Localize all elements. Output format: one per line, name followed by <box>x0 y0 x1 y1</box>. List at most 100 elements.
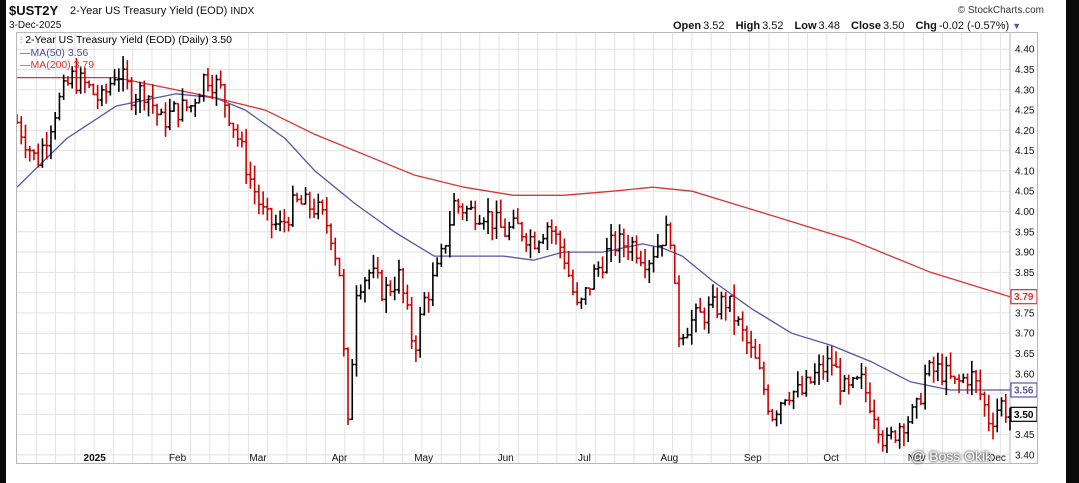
price-bar <box>299 195 304 205</box>
security-name: 2-Year US Treasury Yield (EOD) <box>70 5 228 17</box>
price-bar <box>821 355 826 380</box>
price-bar <box>566 250 571 278</box>
price-bar <box>935 352 940 382</box>
price-bar <box>761 361 766 395</box>
high-label: High <box>735 20 761 32</box>
price-bar <box>829 346 834 376</box>
price-bar <box>396 259 401 294</box>
price-bar <box>430 262 435 307</box>
price-bar <box>698 297 703 313</box>
price-bar <box>426 292 431 313</box>
price-bar <box>931 356 936 383</box>
price-bar <box>727 295 732 313</box>
price-bar <box>787 391 792 406</box>
price-bar <box>469 200 474 211</box>
price-bar <box>668 222 673 250</box>
price-bar <box>205 68 210 92</box>
price-bar <box>660 244 665 257</box>
price-bar <box>604 237 609 274</box>
price-bar <box>269 207 274 239</box>
price-bar <box>740 311 745 342</box>
chg-value: -0.02 (-0.57%) <box>938 20 1010 32</box>
price-bar <box>201 73 206 102</box>
price-bar <box>375 256 380 279</box>
price-bar <box>643 248 648 279</box>
price-bar <box>600 256 605 279</box>
price-bar <box>252 165 257 205</box>
price-bar <box>70 66 75 89</box>
y-tick-label: 3.60 <box>1015 369 1035 380</box>
price-bar <box>583 287 588 305</box>
price-bar <box>766 384 771 415</box>
price-bar <box>906 416 911 443</box>
price-bar <box>367 269 372 290</box>
price-bar <box>587 287 592 296</box>
price-bar <box>392 276 397 301</box>
symbol-label: $UST2Y <box>9 3 58 18</box>
price-bar <box>723 292 728 321</box>
price-bar <box>825 345 830 382</box>
price-bar <box>630 236 635 261</box>
price-bar <box>346 347 350 426</box>
price-bar <box>553 226 558 245</box>
price-bar <box>282 209 287 233</box>
price-bar <box>978 369 983 401</box>
price-bar <box>596 261 601 277</box>
price-bar <box>155 103 160 126</box>
price-bar <box>316 193 321 220</box>
legend-ma50-label: MA(50) 3.56 <box>30 46 89 59</box>
price-bar <box>507 221 512 241</box>
price-bar <box>108 77 113 96</box>
price-bar <box>40 138 45 168</box>
price-bar <box>804 369 809 397</box>
price-bar <box>812 363 817 385</box>
price-bar <box>222 83 227 118</box>
ma50-line-icon: — <box>20 46 31 59</box>
dropdown-icon[interactable]: ▼ <box>1012 21 1022 31</box>
price-bar <box>681 334 686 346</box>
price-bar <box>710 284 715 308</box>
price-bar <box>422 292 427 316</box>
ma50-line <box>16 93 1010 391</box>
price-bar <box>384 276 389 314</box>
price-bar <box>515 208 520 225</box>
price-bar <box>952 375 957 385</box>
price-bar <box>439 243 444 268</box>
price-bar <box>82 67 87 94</box>
price-bar <box>957 374 962 394</box>
price-bar <box>388 280 393 297</box>
price-bar <box>193 98 198 118</box>
price-bar <box>859 362 864 390</box>
price-bar <box>545 222 550 251</box>
price-bar <box>27 145 32 162</box>
price-bar <box>409 296 414 349</box>
price-bar <box>519 221 524 242</box>
price-bar <box>138 81 143 114</box>
legend-ma200-label: MA(200) 3.79 <box>30 59 95 71</box>
price-bar <box>61 74 66 100</box>
price-bar <box>261 191 266 215</box>
price-bar <box>350 358 355 421</box>
bar-icon: ⫶ <box>20 35 23 45</box>
price-bar <box>413 335 418 362</box>
price-bar <box>435 257 440 277</box>
y-tick-label: 4.05 <box>1015 187 1035 198</box>
ma200-line <box>17 76 1011 298</box>
price-bar <box>863 366 868 403</box>
price-bar <box>74 58 79 94</box>
price-bar <box>995 398 1000 433</box>
price-bar <box>405 284 410 310</box>
price-bar <box>651 246 656 273</box>
price-bar <box>214 74 219 106</box>
price-bar <box>116 68 121 92</box>
price-bar <box>613 231 618 257</box>
price-bar <box>329 223 334 251</box>
price-bar <box>125 60 130 90</box>
price-bar <box>290 185 295 228</box>
y-tick-label: 4.10 <box>1015 166 1035 177</box>
price-bar <box>791 390 796 410</box>
y-tick-label: 4.25 <box>1015 106 1035 117</box>
price-bar <box>834 351 839 368</box>
x-tick-label: Dec <box>988 453 1006 463</box>
y-tick-label: 4.20 <box>1015 126 1035 137</box>
